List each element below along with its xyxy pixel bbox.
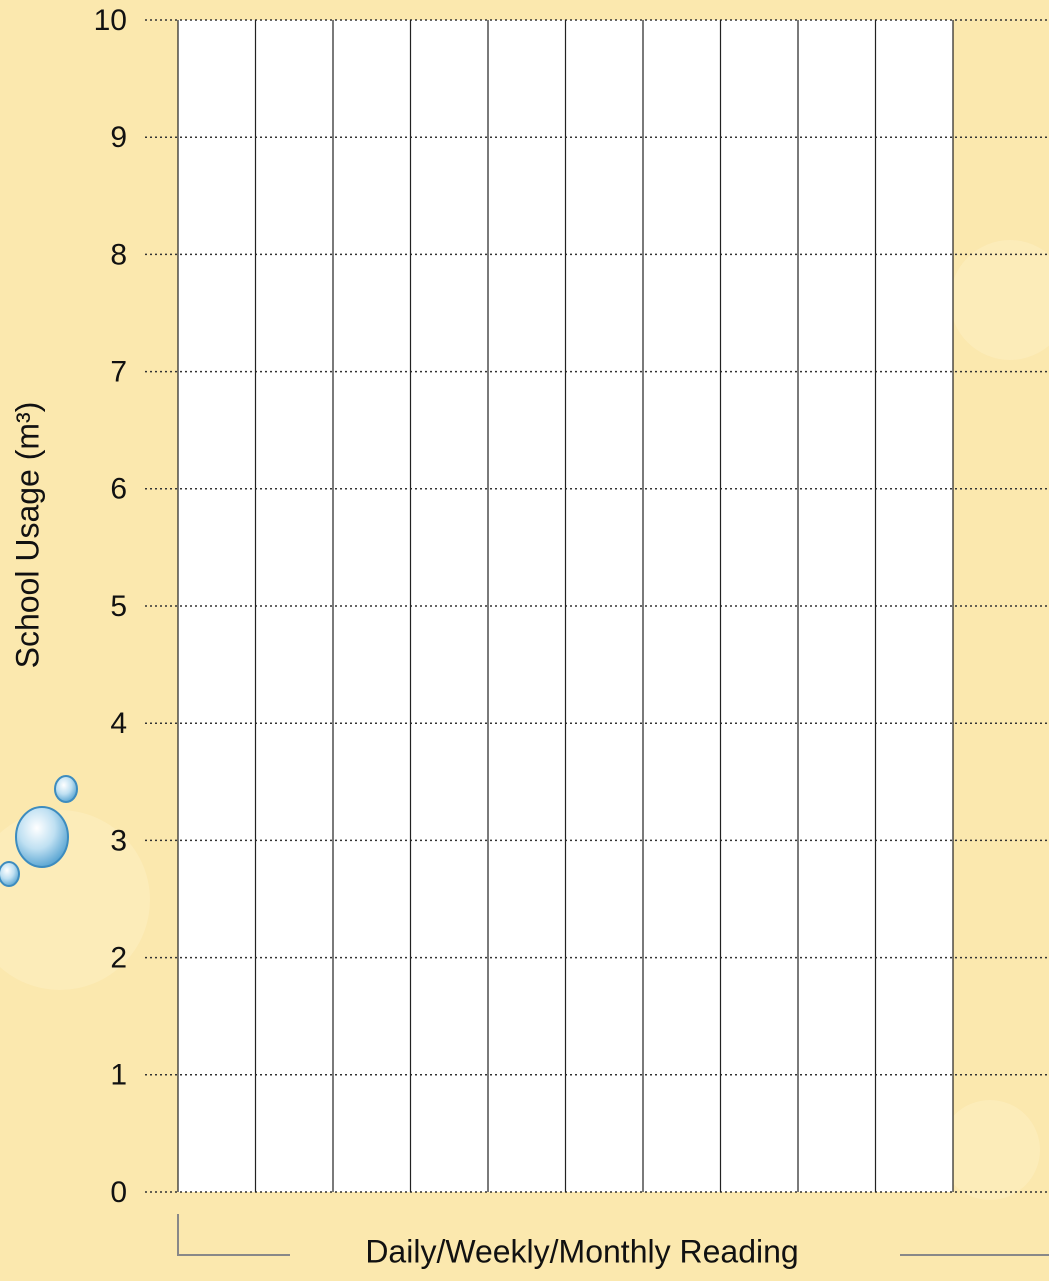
- y-tick-label: 10: [94, 4, 127, 37]
- y-tick-label: 2: [110, 942, 127, 975]
- y-axis-label: School Usage (m³): [9, 402, 45, 669]
- y-tick-label: 5: [110, 590, 127, 623]
- y-tick-label: 8: [110, 238, 127, 271]
- y-tick-label: 6: [110, 473, 127, 506]
- bubble: [950, 240, 1049, 360]
- water-drop: [0, 861, 20, 887]
- y-tick-label: 4: [110, 707, 127, 740]
- x-axis-bracket: [177, 1214, 290, 1256]
- x-axis-label: Daily/Weekly/Monthly Reading: [365, 1233, 798, 1269]
- water-drop: [54, 775, 78, 803]
- y-tick-label: 7: [110, 356, 127, 389]
- y-tick-label: 3: [110, 824, 127, 857]
- bubble: [940, 1100, 1040, 1200]
- water-drop: [15, 806, 69, 868]
- y-tick-label: 9: [110, 121, 127, 154]
- y-tick-label: 0: [110, 1176, 127, 1209]
- y-tick-label: 1: [110, 1059, 127, 1092]
